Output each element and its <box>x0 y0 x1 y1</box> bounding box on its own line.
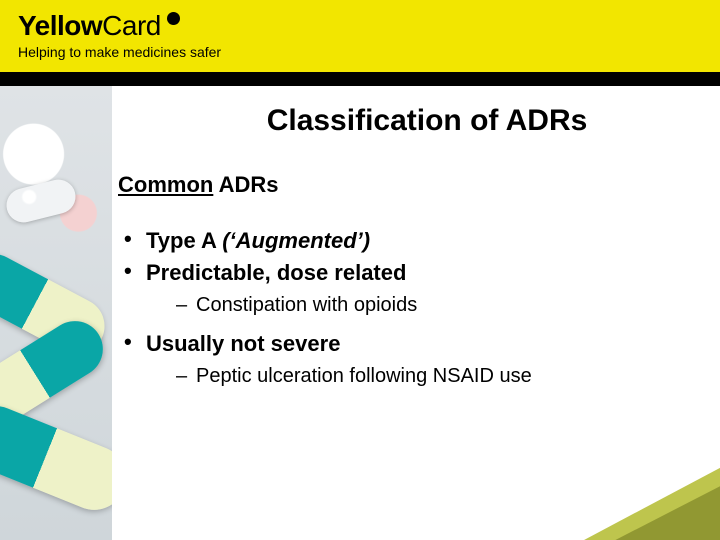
list-item: Usually not severe Peptic ulceration fol… <box>124 331 696 388</box>
list-item: Type A (‘Augmented’) <box>124 228 696 254</box>
subhead-rest: ADRs <box>213 172 278 197</box>
header-banner: YellowCard Helping to make medicines saf… <box>0 0 720 72</box>
brand-light: Card <box>102 10 161 41</box>
content-area: Classification of ADRs Common ADRs Type … <box>118 104 696 402</box>
brand-dot-icon <box>167 12 180 25</box>
sub-bullet-list: Constipation with opioids <box>146 294 696 317</box>
corner-triangle-icon <box>604 482 720 540</box>
side-image <box>0 86 112 540</box>
bullet-text: Predictable, dose related <box>146 260 406 285</box>
list-item: Predictable, dose related Constipation w… <box>124 260 696 317</box>
bullet-text: Usually not severe <box>146 331 340 356</box>
sub-bullet-text: Peptic ulceration following NSAID use <box>196 365 532 387</box>
list-item: Constipation with opioids <box>176 294 696 317</box>
divider-bar <box>0 72 720 86</box>
subhead-underlined: Common <box>118 172 213 197</box>
sub-bullet-text: Constipation with opioids <box>196 294 417 316</box>
slide-title: Classification of ADRs <box>158 104 696 138</box>
sub-bullet-list: Peptic ulceration following NSAID use <box>146 365 696 388</box>
brand-logo: YellowCard <box>18 10 702 42</box>
brand-bold: Yellow <box>18 10 102 41</box>
bullet-text-italic: (‘Augmented’) <box>222 228 370 253</box>
section-subhead: Common ADRs <box>118 172 696 198</box>
brand-tagline: Helping to make medicines safer <box>18 44 702 60</box>
slide-body: Classification of ADRs Common ADRs Type … <box>0 86 720 540</box>
list-item: Peptic ulceration following NSAID use <box>176 365 696 388</box>
bullet-list: Type A (‘Augmented’) Predictable, dose r… <box>118 228 696 388</box>
corner-accent <box>570 450 720 540</box>
bullet-text: Type A <box>146 228 222 253</box>
